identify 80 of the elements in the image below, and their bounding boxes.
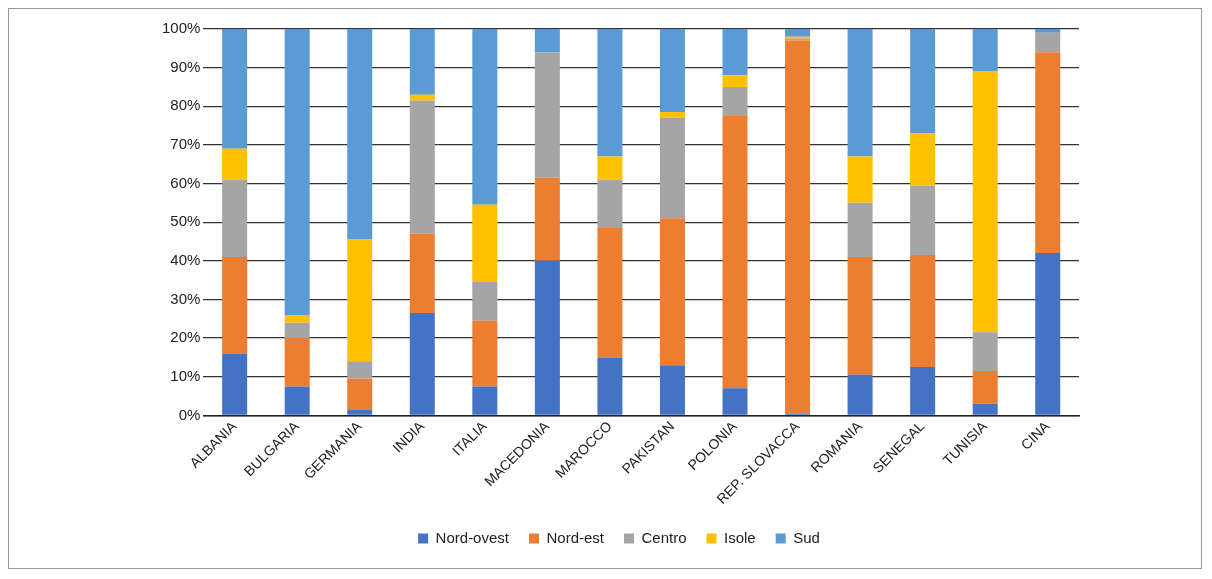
bar [910,133,936,186]
bar [1035,29,1061,33]
bar [597,29,623,157]
bar [284,29,310,315]
y-tick-label: 70% [170,135,201,153]
bar [347,409,373,415]
bar [597,179,623,228]
bar [972,370,998,404]
bar [847,256,873,375]
bar [409,100,435,234]
legend-label: Isole [724,528,756,546]
bar [972,403,998,415]
bar [910,185,936,256]
bar [284,314,310,323]
bar [222,353,248,415]
bar [659,117,685,219]
bar [347,361,373,379]
bar [847,29,873,157]
bar [534,52,560,178]
bar [597,156,623,180]
bar [1035,52,1061,254]
bar [222,256,248,354]
bar [284,386,310,415]
bar [1035,253,1061,415]
bar [597,227,623,358]
bar [284,338,310,387]
bar [472,29,498,205]
legend-label: Nord-est [546,528,605,546]
bar [659,365,685,415]
bar [347,239,373,362]
bar [659,112,685,118]
bar [222,179,248,257]
bar [722,115,748,389]
legend-label: Centro [641,528,687,546]
y-tick-label: 60% [170,173,201,191]
y-tick-label: 100% [161,19,201,37]
bar [785,29,811,37]
bar [409,29,435,95]
bar [472,386,498,415]
y-tick-label: 50% [170,212,201,230]
bar [597,357,623,415]
y-tick-label: 0% [178,405,201,423]
bar [347,29,373,240]
bar [722,86,748,116]
y-tick-label: 30% [170,289,201,307]
bar [284,322,310,339]
y-tick-label: 10% [170,366,201,384]
bar [722,388,748,415]
bar [972,332,998,371]
bar [910,255,936,368]
legend-label: Sud [793,528,820,546]
bar [972,71,998,333]
y-tick-label: 90% [170,57,201,75]
bar [972,29,998,72]
bar [472,204,498,283]
bar [534,260,560,415]
bar [722,29,748,76]
y-tick-label: 40% [170,250,201,268]
bar [534,29,560,53]
y-tick-label: 80% [170,96,201,114]
bar [222,29,248,149]
bar [785,40,811,414]
bar [847,202,873,257]
bar [222,148,248,180]
bar [347,378,373,410]
bar [910,29,936,134]
bar [472,282,498,321]
bar [1035,32,1061,53]
legend-label: Nord-ovest [435,528,510,546]
bar [847,374,873,415]
bar [910,367,936,415]
y-tick-label: 20% [170,328,201,346]
bar [472,320,498,387]
bar [722,75,748,87]
bar [409,233,435,313]
bar [659,29,685,113]
bar [534,177,560,261]
bar [659,218,685,366]
bar [847,156,873,203]
bar [409,312,435,415]
